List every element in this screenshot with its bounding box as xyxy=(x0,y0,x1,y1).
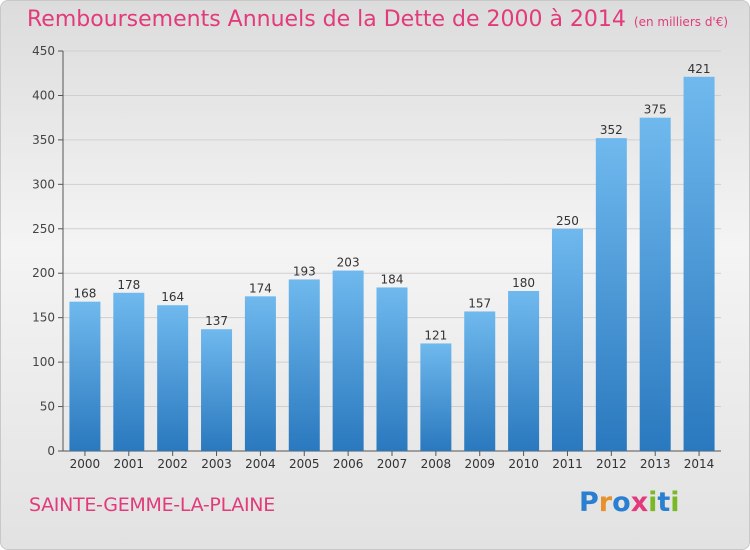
bar-value-label: 174 xyxy=(249,281,272,295)
bar xyxy=(420,343,452,451)
x-tick-label: 2007 xyxy=(377,457,408,471)
bar-value-label: 421 xyxy=(688,62,711,76)
bar-value-label: 203 xyxy=(337,256,360,270)
x-tick-label: 2003 xyxy=(201,457,232,471)
x-tick-label: 2005 xyxy=(289,457,320,471)
commune-name: SAINTE-GEMME-LA-PLAINE xyxy=(29,494,275,516)
logo-letter: r xyxy=(598,487,613,518)
x-tick-label: 2006 xyxy=(333,457,364,471)
proxiti-logo: Proxiti xyxy=(579,487,680,518)
bar xyxy=(113,292,145,451)
chart-title: Remboursements Annuels de la Dette de 20… xyxy=(27,7,728,32)
y-tick-label: 400 xyxy=(32,88,55,102)
bar xyxy=(464,311,496,451)
logo-letter: P xyxy=(579,487,599,518)
x-tick-label: 2001 xyxy=(114,457,145,471)
x-tick-label: 2009 xyxy=(464,457,495,471)
logo-letter: x xyxy=(630,487,649,518)
y-tick-label: 200 xyxy=(32,266,55,280)
bar xyxy=(332,270,364,451)
chart-title-unit: (en milliers d'€) xyxy=(633,15,729,29)
bar xyxy=(244,296,276,451)
y-tick-label: 300 xyxy=(32,177,55,191)
x-tick-label: 2010 xyxy=(508,457,539,471)
bar-value-label: 375 xyxy=(644,103,667,117)
y-tick-label: 50 xyxy=(40,400,55,414)
bar-value-label: 352 xyxy=(600,123,623,137)
x-tick-label: 2000 xyxy=(70,457,101,471)
bar xyxy=(508,291,540,451)
x-tick-label: 2014 xyxy=(684,457,715,471)
logo-letter: t xyxy=(657,487,671,518)
x-tick-label: 2004 xyxy=(245,457,276,471)
y-tick-label: 450 xyxy=(32,44,55,58)
y-tick-label: 350 xyxy=(32,133,55,147)
bar xyxy=(288,279,320,451)
bar-value-label: 184 xyxy=(381,272,404,286)
logo-letter: i xyxy=(648,487,658,518)
bar xyxy=(551,228,583,451)
y-tick-label: 100 xyxy=(32,355,55,369)
bar xyxy=(683,76,715,452)
bar-value-label: 168 xyxy=(73,287,96,301)
x-tick-label: 2002 xyxy=(157,457,188,471)
bar-value-label: 121 xyxy=(424,328,447,342)
bar xyxy=(201,329,233,451)
bar-value-label: 180 xyxy=(512,276,535,290)
x-tick-label: 2012 xyxy=(596,457,627,471)
bar-value-label: 164 xyxy=(161,290,184,304)
chart-title-main: Remboursements Annuels de la Dette de 20… xyxy=(27,7,626,32)
bar xyxy=(376,287,408,451)
y-tick-label: 0 xyxy=(47,444,55,458)
bar-value-label: 250 xyxy=(556,214,579,228)
logo-letter: i xyxy=(670,487,680,518)
bar xyxy=(595,138,627,451)
x-tick-label: 2013 xyxy=(640,457,671,471)
bar-value-label: 137 xyxy=(205,314,228,328)
logo-letter: o xyxy=(612,487,631,518)
bar xyxy=(157,305,189,451)
bar-value-label: 178 xyxy=(117,278,140,292)
bar-value-label: 157 xyxy=(468,296,491,310)
y-tick-label: 250 xyxy=(32,222,55,236)
y-tick-label: 150 xyxy=(32,311,55,325)
x-tick-label: 2011 xyxy=(552,457,583,471)
x-tick-label: 2008 xyxy=(421,457,452,471)
bar xyxy=(69,301,101,451)
bar xyxy=(639,117,671,452)
bar-value-label: 193 xyxy=(293,264,316,278)
